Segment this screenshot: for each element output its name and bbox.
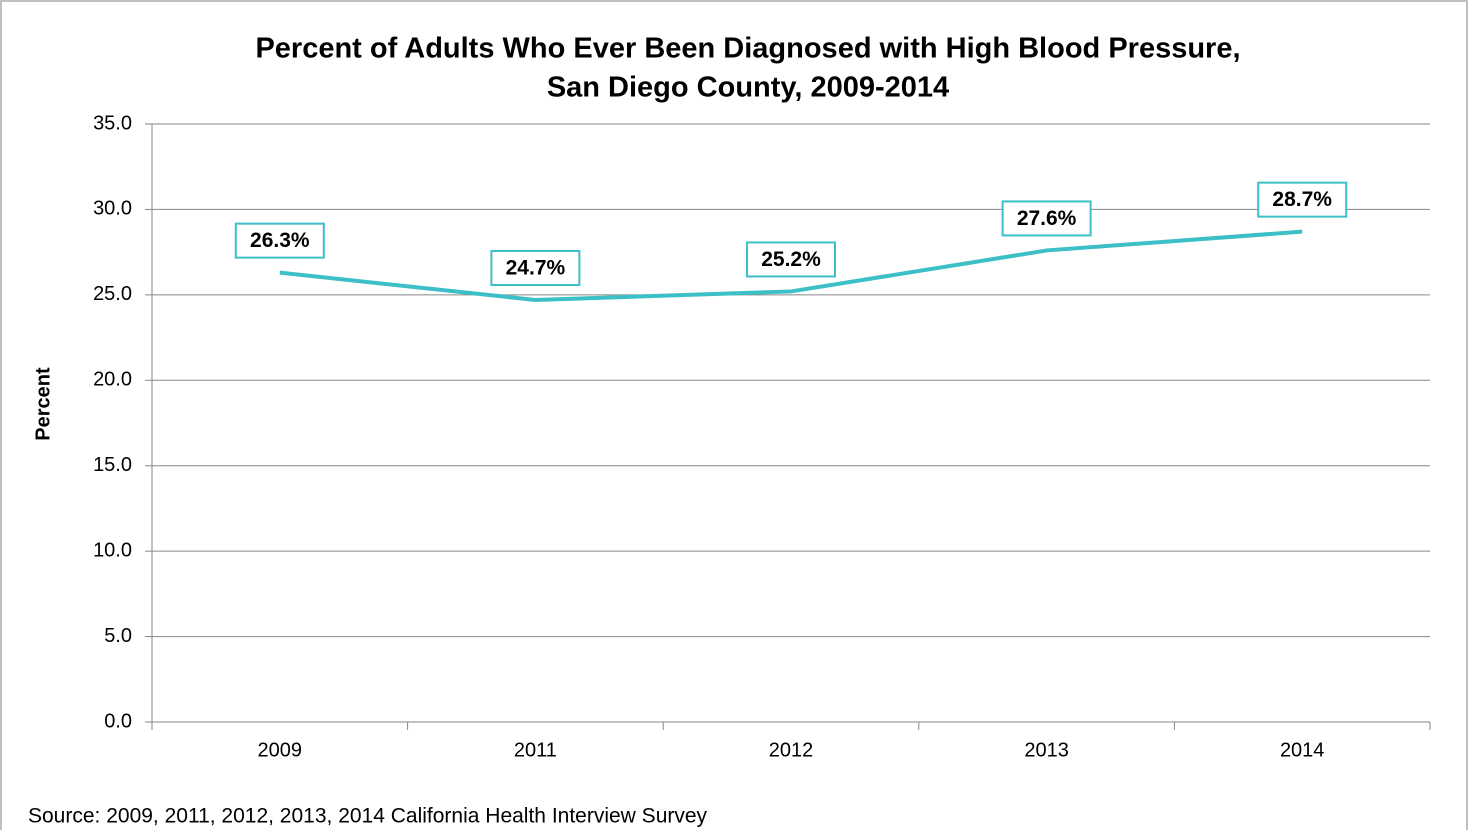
value-label-box	[1001, 200, 1092, 237]
value-label: 28.7%	[1272, 188, 1332, 211]
source-note: Source: 2009, 2011, 2012, 2013, 2014 Cal…	[28, 805, 708, 828]
chart-title: San Diego County, 2009-2014	[547, 72, 949, 104]
y-tick-label: 15.0	[93, 454, 132, 476]
value-label-box	[234, 222, 325, 259]
x-tick-label: 2011	[514, 739, 557, 761]
y-axis-label: Percent	[32, 367, 54, 441]
value-label-box	[1257, 181, 1348, 218]
value-label: 25.2%	[761, 248, 821, 271]
y-tick-label: 0.0	[104, 710, 132, 732]
value-label: 26.3%	[250, 229, 310, 252]
value-label-box	[746, 241, 836, 278]
y-tick-label: 20.0	[93, 369, 132, 391]
x-tick-label: 2012	[769, 739, 814, 761]
x-tick-label: 2013	[1024, 739, 1069, 761]
x-tick-label: 2009	[258, 739, 303, 761]
value-label: 24.7%	[506, 257, 566, 280]
y-tick-label: 10.0	[93, 539, 132, 561]
y-tick-label: 25.0	[93, 283, 132, 305]
y-tick-label: 5.0	[104, 625, 132, 647]
value-label-box	[490, 249, 581, 286]
data-line	[279, 229, 1303, 302]
y-tick-label: 30.0	[93, 198, 132, 220]
value-label: 27.6%	[1017, 207, 1077, 230]
y-tick-label: 35.0	[93, 112, 132, 134]
x-tick-label: 2014	[1280, 739, 1325, 761]
chart-title: Percent of Adults Who Ever Been Diagnose…	[255, 33, 1240, 65]
